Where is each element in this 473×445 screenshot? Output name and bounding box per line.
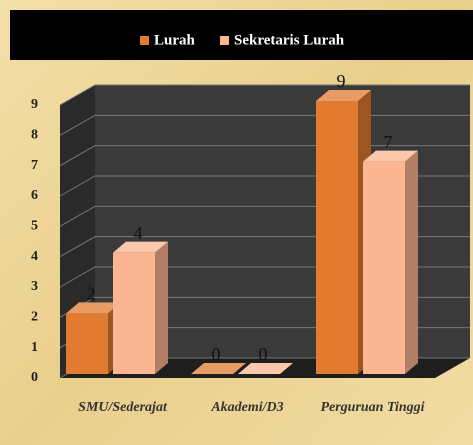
bar-top (316, 90, 371, 101)
y-tick-label: 6 (31, 188, 38, 203)
legend-swatch (140, 36, 149, 45)
bar-top (113, 241, 168, 253)
data-label: 4 (134, 223, 143, 243)
bar-top (363, 150, 418, 162)
bar (113, 252, 155, 374)
bar-top (191, 363, 246, 374)
data-label: 9 (337, 71, 346, 91)
x-tick-label: Akademi/D3 (211, 400, 284, 415)
y-tick-label: 7 (31, 158, 38, 173)
bar-side (405, 150, 418, 374)
grid-line (59, 84, 470, 106)
y-tick-label: 2 (31, 310, 38, 325)
legend-label: Sekretaris Lurah (234, 32, 345, 48)
bar-top (66, 302, 121, 314)
y-tick-label: 4 (31, 249, 38, 264)
bar-side (155, 241, 168, 374)
legend-label: Lurah (154, 32, 196, 48)
x-tick-label: Perguruan Tinggi (320, 400, 425, 415)
legend-swatch (220, 36, 229, 45)
legend-band (10, 10, 473, 60)
y-tick-label: 3 (31, 279, 38, 294)
data-label: 0 (212, 344, 221, 364)
y-tick-label: 9 (31, 97, 38, 112)
data-label: 0 (259, 344, 268, 364)
data-label: 2 (87, 283, 96, 303)
y-tick-label: 0 (31, 370, 38, 385)
bar (316, 101, 358, 374)
y-tick-label: 8 (31, 128, 38, 143)
y-tick-label: 5 (31, 219, 38, 234)
bar (66, 313, 108, 374)
bar-top (238, 363, 293, 374)
x-tick-label: SMU/Sederajat (78, 400, 167, 415)
y-tick-label: 1 (31, 340, 38, 355)
bar (363, 161, 405, 374)
data-label: 7 (384, 132, 393, 152)
